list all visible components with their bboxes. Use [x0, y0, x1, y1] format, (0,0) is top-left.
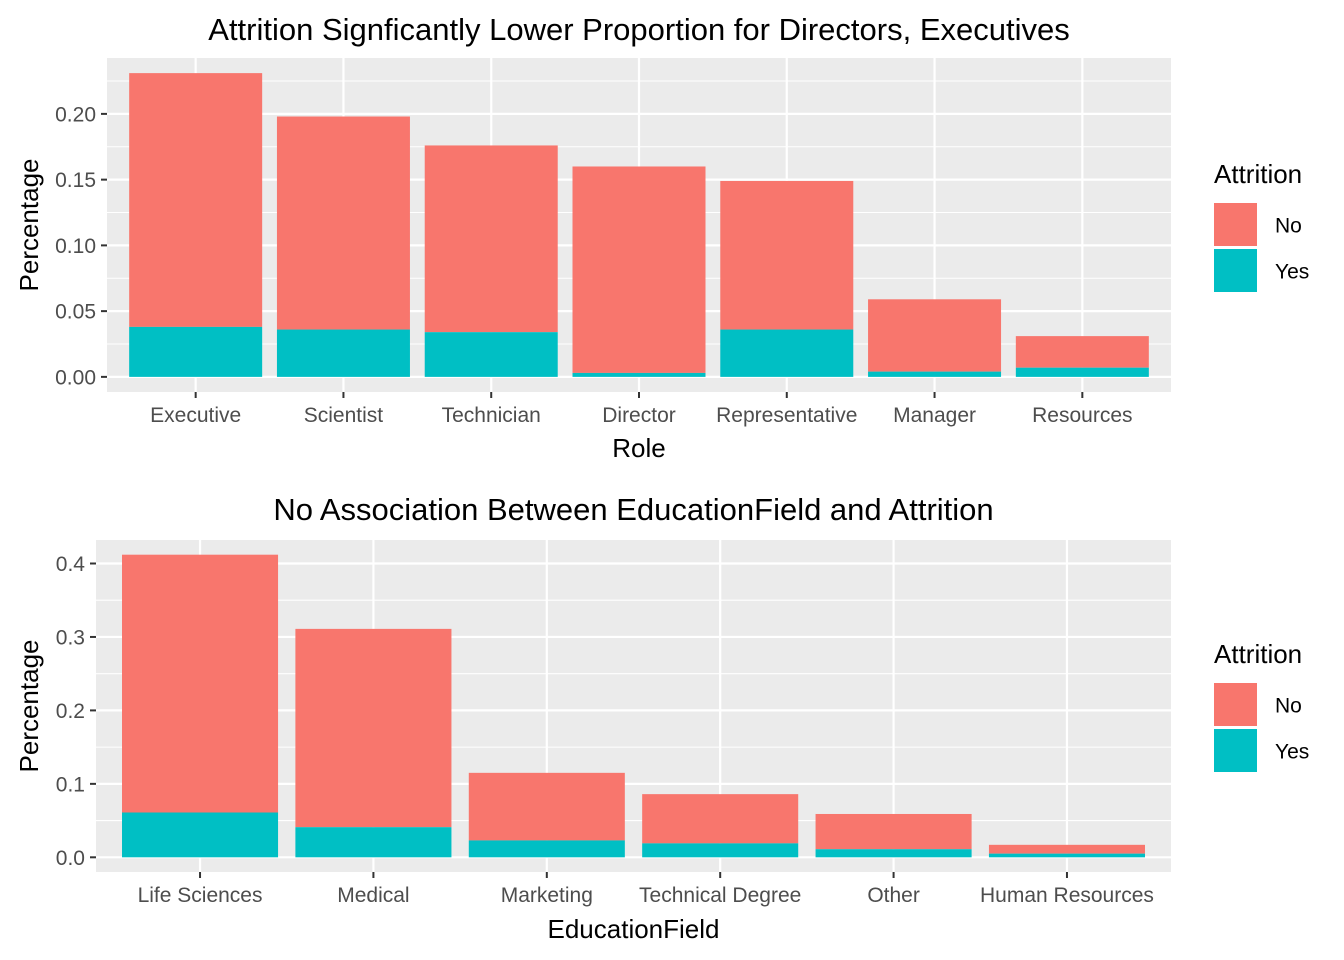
bar-yes: [1015, 367, 1149, 377]
y-tick-label: 0.20: [55, 103, 96, 126]
bar-no: [1015, 336, 1149, 368]
y-tick-label: 0.15: [55, 169, 96, 192]
bar-yes: [424, 332, 558, 377]
chart-panel-2: 0.0 0.1 0.2 0.3 0.4 Life Sciences Medical Marke…: [14, 492, 1309, 944]
x-tick-label: Technician: [442, 404, 541, 427]
y-tick-label: 0.05: [55, 301, 96, 324]
bar-no: [424, 145, 558, 333]
x-tick-label: Director: [602, 404, 676, 427]
bar-no: [295, 628, 452, 828]
x-tick-label: Medical: [337, 884, 409, 907]
bar-yes: [642, 843, 799, 858]
bar-no: [276, 116, 410, 330]
bar-yes: [129, 326, 263, 377]
x-tick-label: Representative: [716, 404, 857, 427]
bar-yes: [868, 371, 1002, 377]
bar-no: [642, 794, 799, 844]
legend: Attrition No Yes: [1214, 159, 1309, 292]
bar-yes: [295, 827, 452, 858]
x-tick-label: Other: [867, 884, 920, 907]
y-tick-label: 0.10: [55, 235, 96, 258]
y-axis-title: Percentage: [14, 640, 44, 773]
y-tick-label: 0.1: [56, 773, 85, 796]
chart-title: Attrition Signficantly Lower Proportion …: [208, 12, 1069, 47]
x-tick-label: Manager: [893, 404, 976, 427]
y-tick-label: 0.00: [55, 366, 96, 389]
x-axis-title: EducationField: [548, 914, 720, 944]
legend-title: Attrition: [1214, 639, 1302, 669]
bar-yes: [276, 329, 410, 377]
x-tick-label: Technical Degree: [639, 884, 801, 907]
chart-title: No Association Between EducationField an…: [273, 492, 993, 527]
x-tick-label: Life Sciences: [138, 884, 263, 907]
x-tick-label: Scientist: [304, 404, 384, 427]
bar-no: [815, 813, 972, 850]
bar-no: [122, 554, 279, 813]
bar-yes: [572, 372, 706, 377]
legend-label-yes: Yes: [1275, 261, 1309, 284]
bar-no: [988, 844, 1145, 854]
y-tick-label: 0.0: [56, 847, 85, 870]
bar-yes: [720, 329, 854, 377]
legend: Attrition No Yes: [1214, 639, 1309, 772]
legend-key-yes: [1214, 729, 1257, 772]
x-tick-label: Human Resources: [980, 884, 1154, 907]
bar-no: [572, 166, 706, 373]
legend-label-yes: Yes: [1275, 741, 1309, 764]
bar-yes: [815, 849, 972, 858]
legend-key-no: [1214, 203, 1257, 246]
bar-yes: [122, 812, 279, 858]
y-tick-label: 0.2: [56, 700, 85, 723]
legend-label-no: No: [1275, 695, 1302, 718]
y-axis-title: Percentage: [14, 159, 44, 292]
bar-no: [868, 299, 1002, 372]
bar-no: [129, 73, 263, 327]
legend-key-no: [1214, 683, 1257, 726]
y-tick-label: 0.4: [56, 553, 86, 576]
x-axis-title: Role: [612, 433, 665, 463]
legend-label-no: No: [1275, 215, 1302, 238]
y-tick-label: 0.3: [56, 626, 85, 649]
bar-yes: [988, 853, 1145, 858]
x-tick-label: Marketing: [501, 884, 593, 907]
bar-no: [720, 180, 854, 330]
bar-yes: [468, 840, 625, 858]
legend-title: Attrition: [1214, 159, 1302, 189]
bar-no: [468, 772, 625, 841]
legend-key-yes: [1214, 249, 1257, 292]
x-tick-label: Executive: [150, 404, 241, 427]
chart-panel-1: 0.00 0.05 0.10 0.15 0.20 Executive Scientist Te…: [14, 12, 1309, 463]
x-tick-label: Resources: [1032, 404, 1132, 427]
